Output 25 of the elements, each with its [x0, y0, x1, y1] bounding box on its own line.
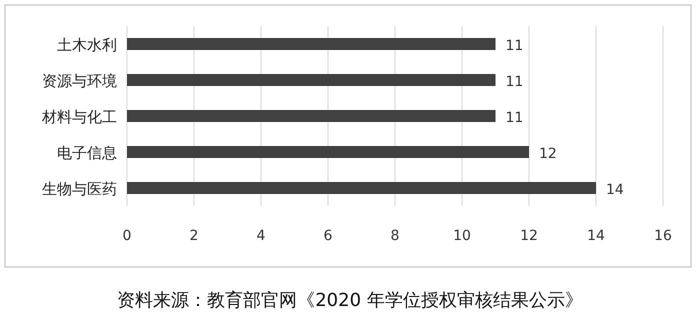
x-tick-label: 0 [122, 228, 132, 244]
bar [127, 74, 496, 86]
text: 资料来源：教育部官网《2020 年学位授权审核结果公示》 [117, 290, 583, 311]
x-tick-label: 16 [654, 228, 672, 244]
data-label: 11 [506, 38, 524, 54]
y-tick-label: 电子信息 [57, 144, 117, 162]
y-tick-label: 土木水利 [57, 36, 117, 54]
data-label: 12 [539, 146, 557, 162]
bar [127, 38, 496, 50]
bar [127, 146, 529, 158]
x-tick-label: 12 [520, 228, 538, 244]
x-tick-label: 10 [453, 228, 471, 244]
x-tick-label: 8 [390, 228, 400, 244]
x-tick-label: 14 [587, 228, 605, 244]
data-label: 14 [606, 182, 624, 198]
x-tick-label: 2 [190, 228, 198, 244]
bar [127, 182, 596, 194]
y-tick-label: 生物与医药 [42, 180, 117, 198]
data-label: 11 [506, 110, 524, 126]
data-label: 11 [506, 74, 524, 90]
x-tick-label: 4 [256, 228, 266, 244]
y-tick-label: 资源与环境 [42, 72, 117, 90]
bar [127, 110, 496, 122]
y-tick-label: 材料与化工 [41, 108, 117, 126]
x-tick-label: 6 [324, 228, 333, 244]
